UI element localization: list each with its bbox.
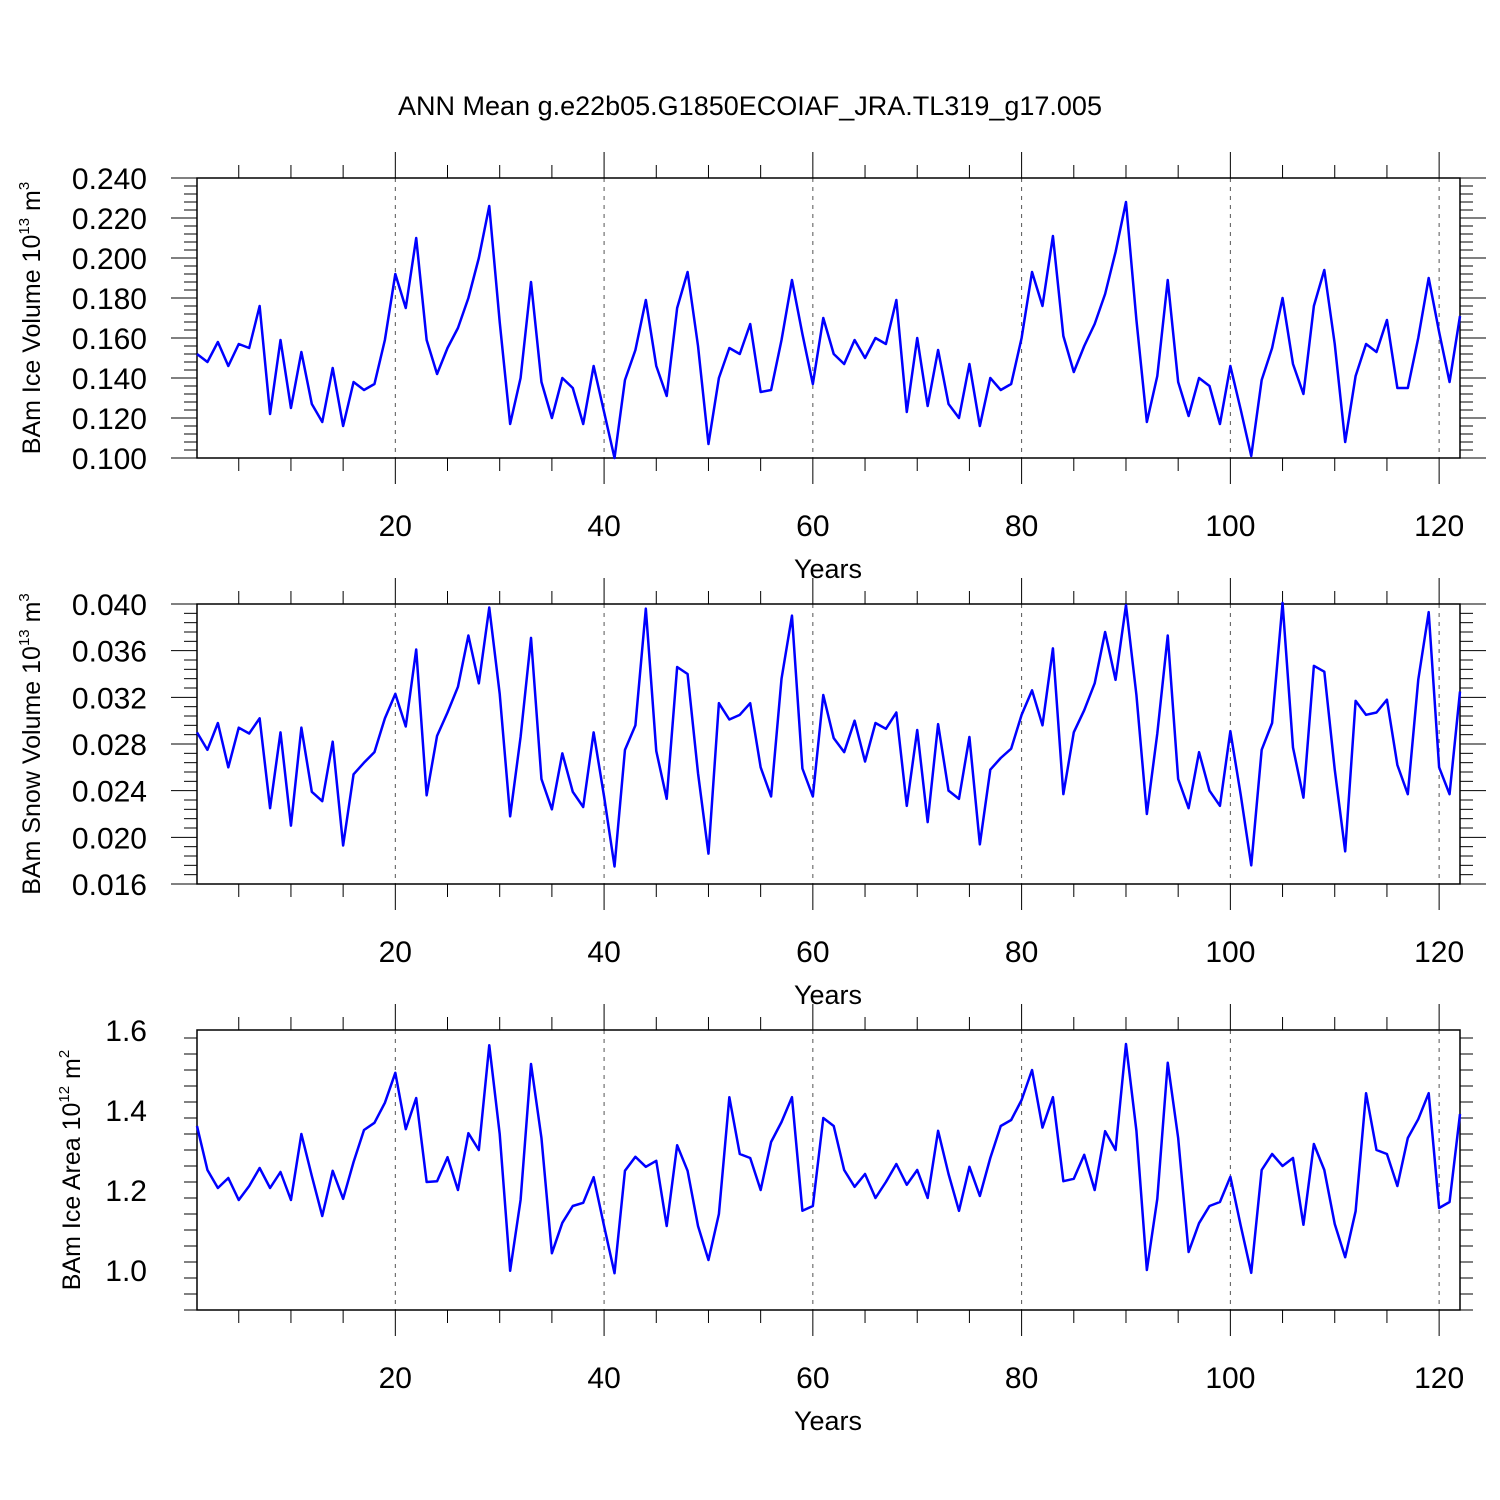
- panel-3-ylabel-unit-exp: 2: [56, 1050, 73, 1058]
- panel-1-frame: [196, 177, 1461, 459]
- panel-1-xlabel: Years: [794, 554, 862, 584]
- panel-3-series-line: [195, 1042, 1462, 1275]
- panel-3-ylabel: BAm Ice Area 1012 m2: [56, 1050, 86, 1290]
- panel-1-xtick-label-1: 20: [379, 510, 412, 543]
- panel-1-ylabel-main: BAm Ice Volume 10: [18, 235, 46, 455]
- figure-title: ANN Mean g.e22b05.G1850ECOIAF_JRA.TL319_…: [398, 91, 1102, 121]
- panel-2-ytick-label-4: 0.028: [72, 729, 147, 762]
- panel-2-xtick-label-6: 120: [1414, 936, 1464, 969]
- panel-2-frame: [196, 603, 1461, 885]
- panel-2-xtick-label-1: 20: [379, 936, 412, 969]
- panel-2-xtick-label-2: 40: [587, 936, 620, 969]
- panel-3-xtick-label-2: 40: [587, 1362, 620, 1395]
- panel-3-xtick-label-3: 60: [796, 1362, 829, 1395]
- panel-3-ytick-label-3: 1.4: [105, 1095, 147, 1128]
- panel-2: 0.016 0.020 0.024 0.028 0.032 0.036 0.040 20 40 6…: [16, 578, 1486, 1010]
- panel-1-ytick-label-3: 0.140: [72, 363, 147, 396]
- panel-1-ylabel-unit-exp: 3: [16, 182, 33, 190]
- panel-1-ylabel-exp: 13: [16, 218, 33, 235]
- panel-1-xtick-label-4: 80: [1005, 510, 1038, 543]
- panel-1-xtick-label-2: 40: [587, 510, 620, 543]
- panel-3-frame: [196, 1029, 1461, 1311]
- panel-3-ylabel-main: BAm Ice Area 10: [58, 1103, 86, 1291]
- panel-3-xtick-label-5: 100: [1205, 1362, 1255, 1395]
- panel-1-ytick-label-5: 0.180: [72, 283, 147, 316]
- panel-2-ylabel: BAm Snow Volume 1013 m3: [16, 593, 46, 895]
- panel-2-ytick-label-1: 0.016: [72, 869, 147, 902]
- panel-1-ytick-label-6: 0.200: [72, 243, 147, 276]
- panel-3-xlabel: Years: [794, 1406, 862, 1436]
- panel-1-ytick-label-4: 0.160: [72, 323, 147, 356]
- panel-1-ytick-label-1: 0.100: [72, 443, 147, 476]
- panel-3-ytick-label-1: 1.0: [105, 1255, 147, 1288]
- panel-1-ylabel-unit: m: [18, 190, 46, 218]
- panel-1: 0.100 0.120 0.140 0.160 0.180 0.200 0.220 0.240…: [16, 152, 1486, 584]
- panel-2-ytick-label-6: 0.036: [72, 636, 147, 669]
- panel-2-ytick-label-5: 0.032: [72, 682, 147, 715]
- panel-1-ylabel: BAm Ice Volume 1013 m3: [16, 182, 46, 454]
- panel-1-xtick-label-5: 100: [1205, 510, 1255, 543]
- panel-2-ylabel-unit-exp: 3: [16, 593, 33, 601]
- panel-3: 1.0 1.2 1.4 1.6 20 40 60 80 100 120 Years BAm Ice A…: [56, 1004, 1473, 1436]
- panel-3-ytick-label-2: 1.2: [105, 1175, 147, 1208]
- panel-3-ylabel-unit: m: [58, 1058, 86, 1086]
- panel-2-ytick-label-3: 0.024: [72, 776, 147, 809]
- panel-2-ytick-label-7: 0.040: [72, 589, 147, 622]
- panel-2-xtick-label-4: 80: [1005, 936, 1038, 969]
- panel-2-xtick-label-5: 100: [1205, 936, 1255, 969]
- panel-2-series-line: [195, 601, 1462, 868]
- panel-3-ytick-label-4: 1.6: [105, 1015, 147, 1048]
- panel-3-xtick-label-6: 120: [1414, 1362, 1464, 1395]
- panel-2-xlabel: Years: [794, 980, 862, 1010]
- panel-1-ytick-label-2: 0.120: [72, 403, 147, 436]
- panel-2-ytick-label-2: 0.020: [72, 822, 147, 855]
- panel-3-ylabel-exp: 12: [56, 1086, 73, 1103]
- panel-2-xtick-label-3: 60: [796, 936, 829, 969]
- panel-1-series-line: [196, 200, 1462, 460]
- panel-3-xtick-label-1: 20: [379, 1362, 412, 1395]
- panel-1-ytick-label-7: 0.220: [72, 203, 147, 236]
- panel-2-ylabel-exp: 13: [16, 629, 33, 646]
- panel-1-ytick-label-8: 0.240: [72, 163, 147, 196]
- panel-2-ylabel-unit: m: [18, 602, 46, 630]
- panel-2-ylabel-main: BAm Snow Volume 10: [18, 646, 46, 895]
- panel-3-xtick-label-4: 80: [1005, 1362, 1038, 1395]
- panel-1-xtick-label-6: 120: [1414, 510, 1464, 543]
- panel-1-xtick-label-3: 60: [796, 510, 829, 543]
